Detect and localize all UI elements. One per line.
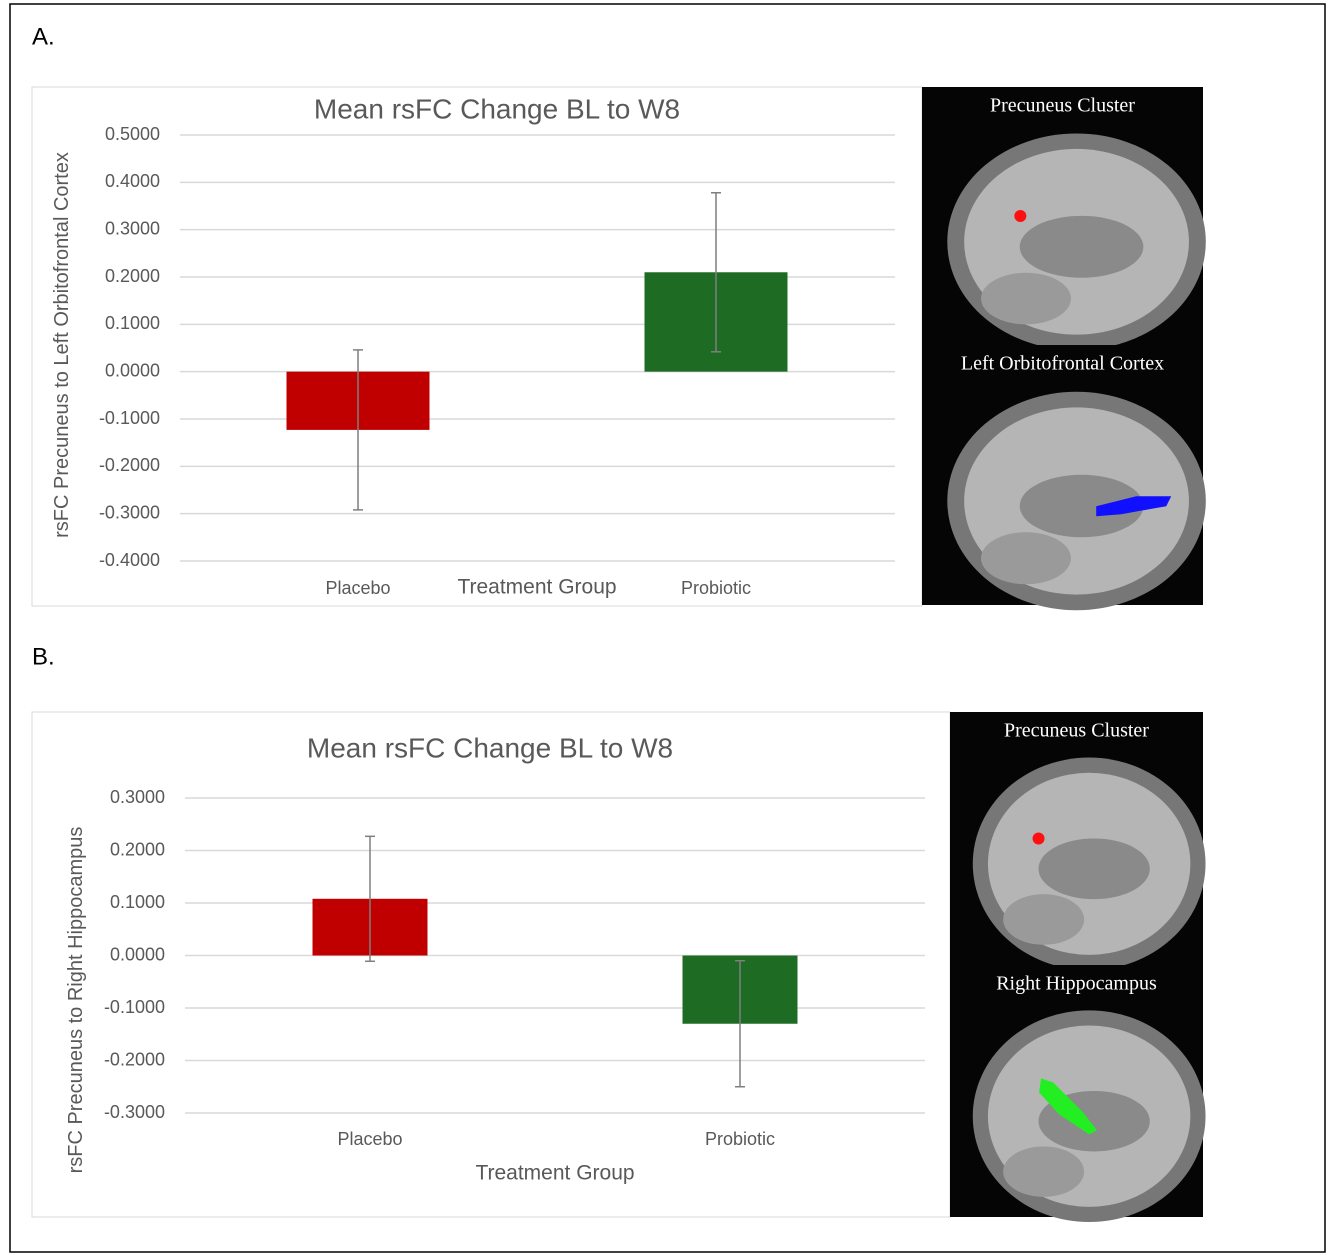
y-tick-label: -0.2000 — [99, 455, 160, 475]
x-tick-label: Placebo — [325, 578, 390, 598]
y-tick-label: 0.0000 — [105, 360, 160, 380]
panel-label: B. — [32, 643, 55, 670]
y-tick-label: 0.3000 — [110, 787, 165, 807]
y-tick-label: 0.4000 — [105, 171, 160, 191]
image-label: Precuneus Cluster — [990, 95, 1135, 117]
y-tick-label: 0.1000 — [110, 892, 165, 912]
brain-image — [1003, 894, 1084, 945]
x-axis-label: Treatment Group — [475, 1162, 634, 1185]
chart-title: Mean rsFC Change BL to W8 — [307, 732, 673, 763]
y-tick-label: 0.5000 — [105, 124, 160, 144]
y-tick-label: 0.1000 — [105, 313, 160, 333]
chart-area — [32, 87, 922, 606]
chart-title: Mean rsFC Change BL to W8 — [314, 93, 680, 124]
y-tick-label: 0.2000 — [110, 839, 165, 859]
y-tick-label: -0.1000 — [99, 408, 160, 428]
x-axis-label: Treatment Group — [457, 576, 616, 599]
figure: A. Mean rsFC Change BL to W8 -0.4000 -0.300… — [0, 0, 1329, 1255]
chart-area — [32, 712, 950, 1217]
brain-image — [1020, 216, 1144, 278]
x-tick-label: Placebo — [337, 1129, 402, 1149]
brain-image — [1003, 1146, 1084, 1196]
y-tick-label: -0.2000 — [104, 1049, 165, 1069]
cluster-marker — [1014, 210, 1026, 222]
cluster-marker — [1033, 833, 1045, 845]
y-tick-label: 0.2000 — [105, 266, 160, 286]
y-tick-label: -0.3000 — [104, 1102, 165, 1122]
image-label: Left Orbitofrontal Cortex — [961, 353, 1164, 375]
brain-image — [981, 273, 1071, 325]
y-tick-label: -0.4000 — [99, 550, 160, 570]
y-axis-label: rsFC Precuneus to Left Orbitofrontal Cor… — [50, 150, 74, 540]
brain-image — [981, 532, 1071, 584]
y-tick-label: 0.0000 — [110, 944, 165, 964]
panel-label: A. — [32, 23, 55, 50]
y-tick-label: 0.3000 — [105, 218, 160, 238]
image-label: Right Hippocampus — [996, 973, 1157, 995]
image-label: Precuneus Cluster — [1004, 720, 1149, 742]
x-tick-label: Probiotic — [681, 578, 751, 598]
y-tick-label: -0.3000 — [99, 502, 160, 522]
y-axis-label: rsFC Precuneus to Right Hippocampus — [64, 790, 88, 1210]
brain-image — [1038, 838, 1149, 899]
x-tick-label: Probiotic — [705, 1129, 775, 1149]
page: A. Mean rsFC Change BL to W8 -0.4000 -0.300… — [0, 0, 1329, 1255]
y-tick-label: -0.1000 — [104, 997, 165, 1017]
